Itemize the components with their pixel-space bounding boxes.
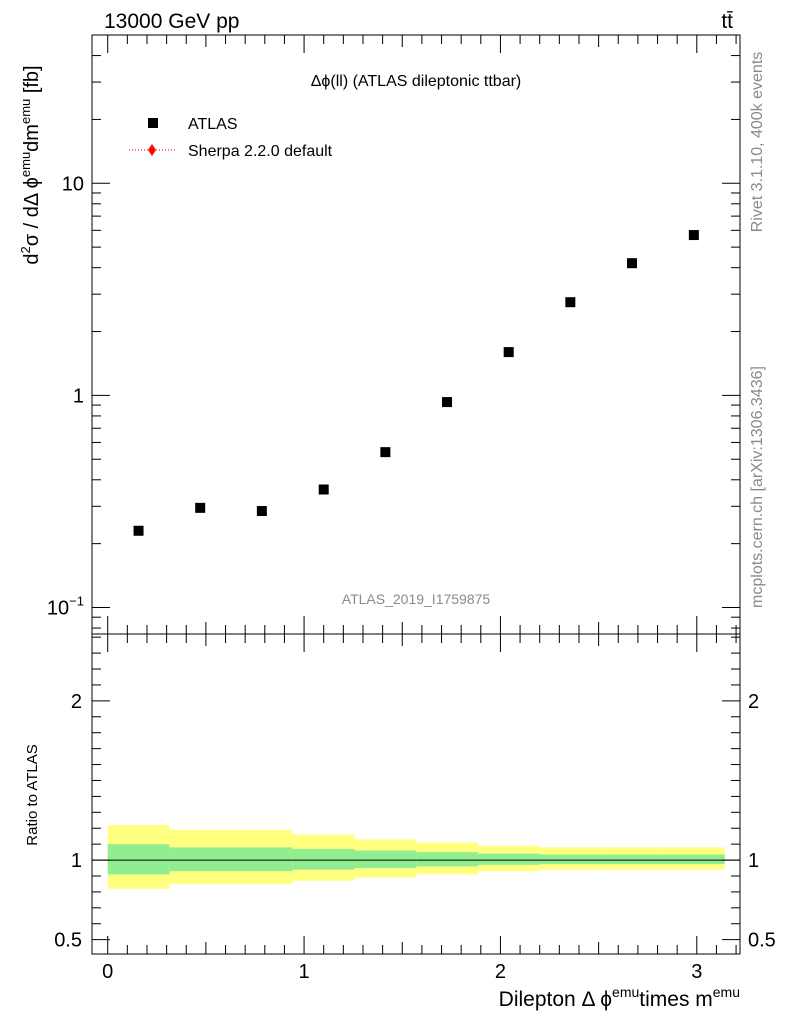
y-tick-label: 10 — [62, 173, 84, 195]
ratio-axis-ticks: 0.5 0.5 1 1 2 2 0 1 2 3 — [54, 634, 776, 983]
legend-marker-atlas — [148, 118, 158, 128]
ratio-panel: 0.5 0.5 1 1 2 2 0 1 2 3 Ratio to ATLAS Dilepton Δ… — [24, 633, 776, 1011]
main-panel: Δϕ(ll) (ATLAS dileptonic ttbar) ATLAS_20… — [18, 34, 741, 635]
ratio-frame — [91, 633, 741, 955]
ratio-y-tick-label-right: 2 — [748, 691, 759, 713]
data-point — [627, 258, 637, 269]
stat-uncertainty-band-bin — [354, 850, 417, 869]
main-axis-ticks: 10−1 1 10 — [47, 34, 740, 634]
legend-label-sherpa: Sherpa 2.2.0 default — [188, 143, 333, 160]
x-tick-label: 2 — [495, 961, 506, 983]
energy-label: 13000 GeV pp — [104, 10, 239, 33]
legend-label-atlas: ATLAS — [188, 116, 238, 133]
ratio-uncertainty-bands — [92, 825, 740, 889]
process-label: tt̄ — [721, 10, 733, 33]
stat-uncertainty-band-bin — [416, 852, 478, 867]
x-axis-title: Dilepton Δ ϕemutimes memu — [499, 984, 740, 1011]
rivet-label: Rivet 3.1.10, 400k events — [749, 52, 766, 233]
data-point — [256, 506, 267, 517]
stat-uncertainty-band-bin — [539, 854, 602, 865]
stat-uncertainty-band-bin — [292, 848, 355, 870]
x-tick-label: 1 — [299, 961, 310, 983]
ratio-y-tick-label-right: 0.5 — [748, 930, 776, 952]
stat-uncertainty-band-bin — [601, 854, 663, 865]
data-point — [133, 525, 144, 536]
data-point — [688, 230, 699, 241]
main-y-axis-title: d2σ / dΔ ϕemudmemu [fb] — [18, 65, 43, 264]
ratio-y-tick-label: 0.5 — [54, 930, 82, 952]
x-tick-label: 0 — [102, 961, 113, 983]
stat-uncertainty-band-bin — [231, 847, 293, 872]
y-tick-label: 1 — [73, 385, 84, 407]
data-point — [195, 502, 206, 513]
main-data-markers — [133, 230, 699, 536]
data-point — [442, 397, 453, 408]
ratio-y-tick-label: 1 — [71, 850, 82, 872]
stat-uncertainty-band-bin — [477, 853, 540, 865]
x-tick-label: 3 — [691, 961, 702, 983]
y-tick-label: 10−1 — [47, 593, 84, 619]
data-point — [565, 297, 576, 308]
mcplots-label: mcplots.cern.ch [arXiv:1306.3436] — [749, 366, 766, 608]
data-point — [318, 484, 329, 495]
data-point — [503, 347, 514, 358]
legend-marker-sherpa — [148, 144, 156, 156]
chart-title: Δϕ(ll) (ATLAS dileptonic ttbar) — [311, 73, 522, 90]
ratio-y-tick-label-right: 1 — [748, 850, 759, 872]
watermark: ATLAS_2019_I1759875 — [342, 591, 491, 607]
stat-uncertainty-band-bin — [107, 844, 170, 875]
ratio-y-tick-label: 2 — [71, 691, 82, 713]
stat-uncertainty-band-bin — [169, 847, 232, 872]
ratio-y-axis-title: Ratio to ATLAS — [24, 744, 41, 845]
stat-uncertainty-band-bin — [662, 854, 725, 865]
data-point — [380, 447, 391, 458]
legend: ATLAS Sherpa 2.2.0 default — [129, 116, 333, 160]
